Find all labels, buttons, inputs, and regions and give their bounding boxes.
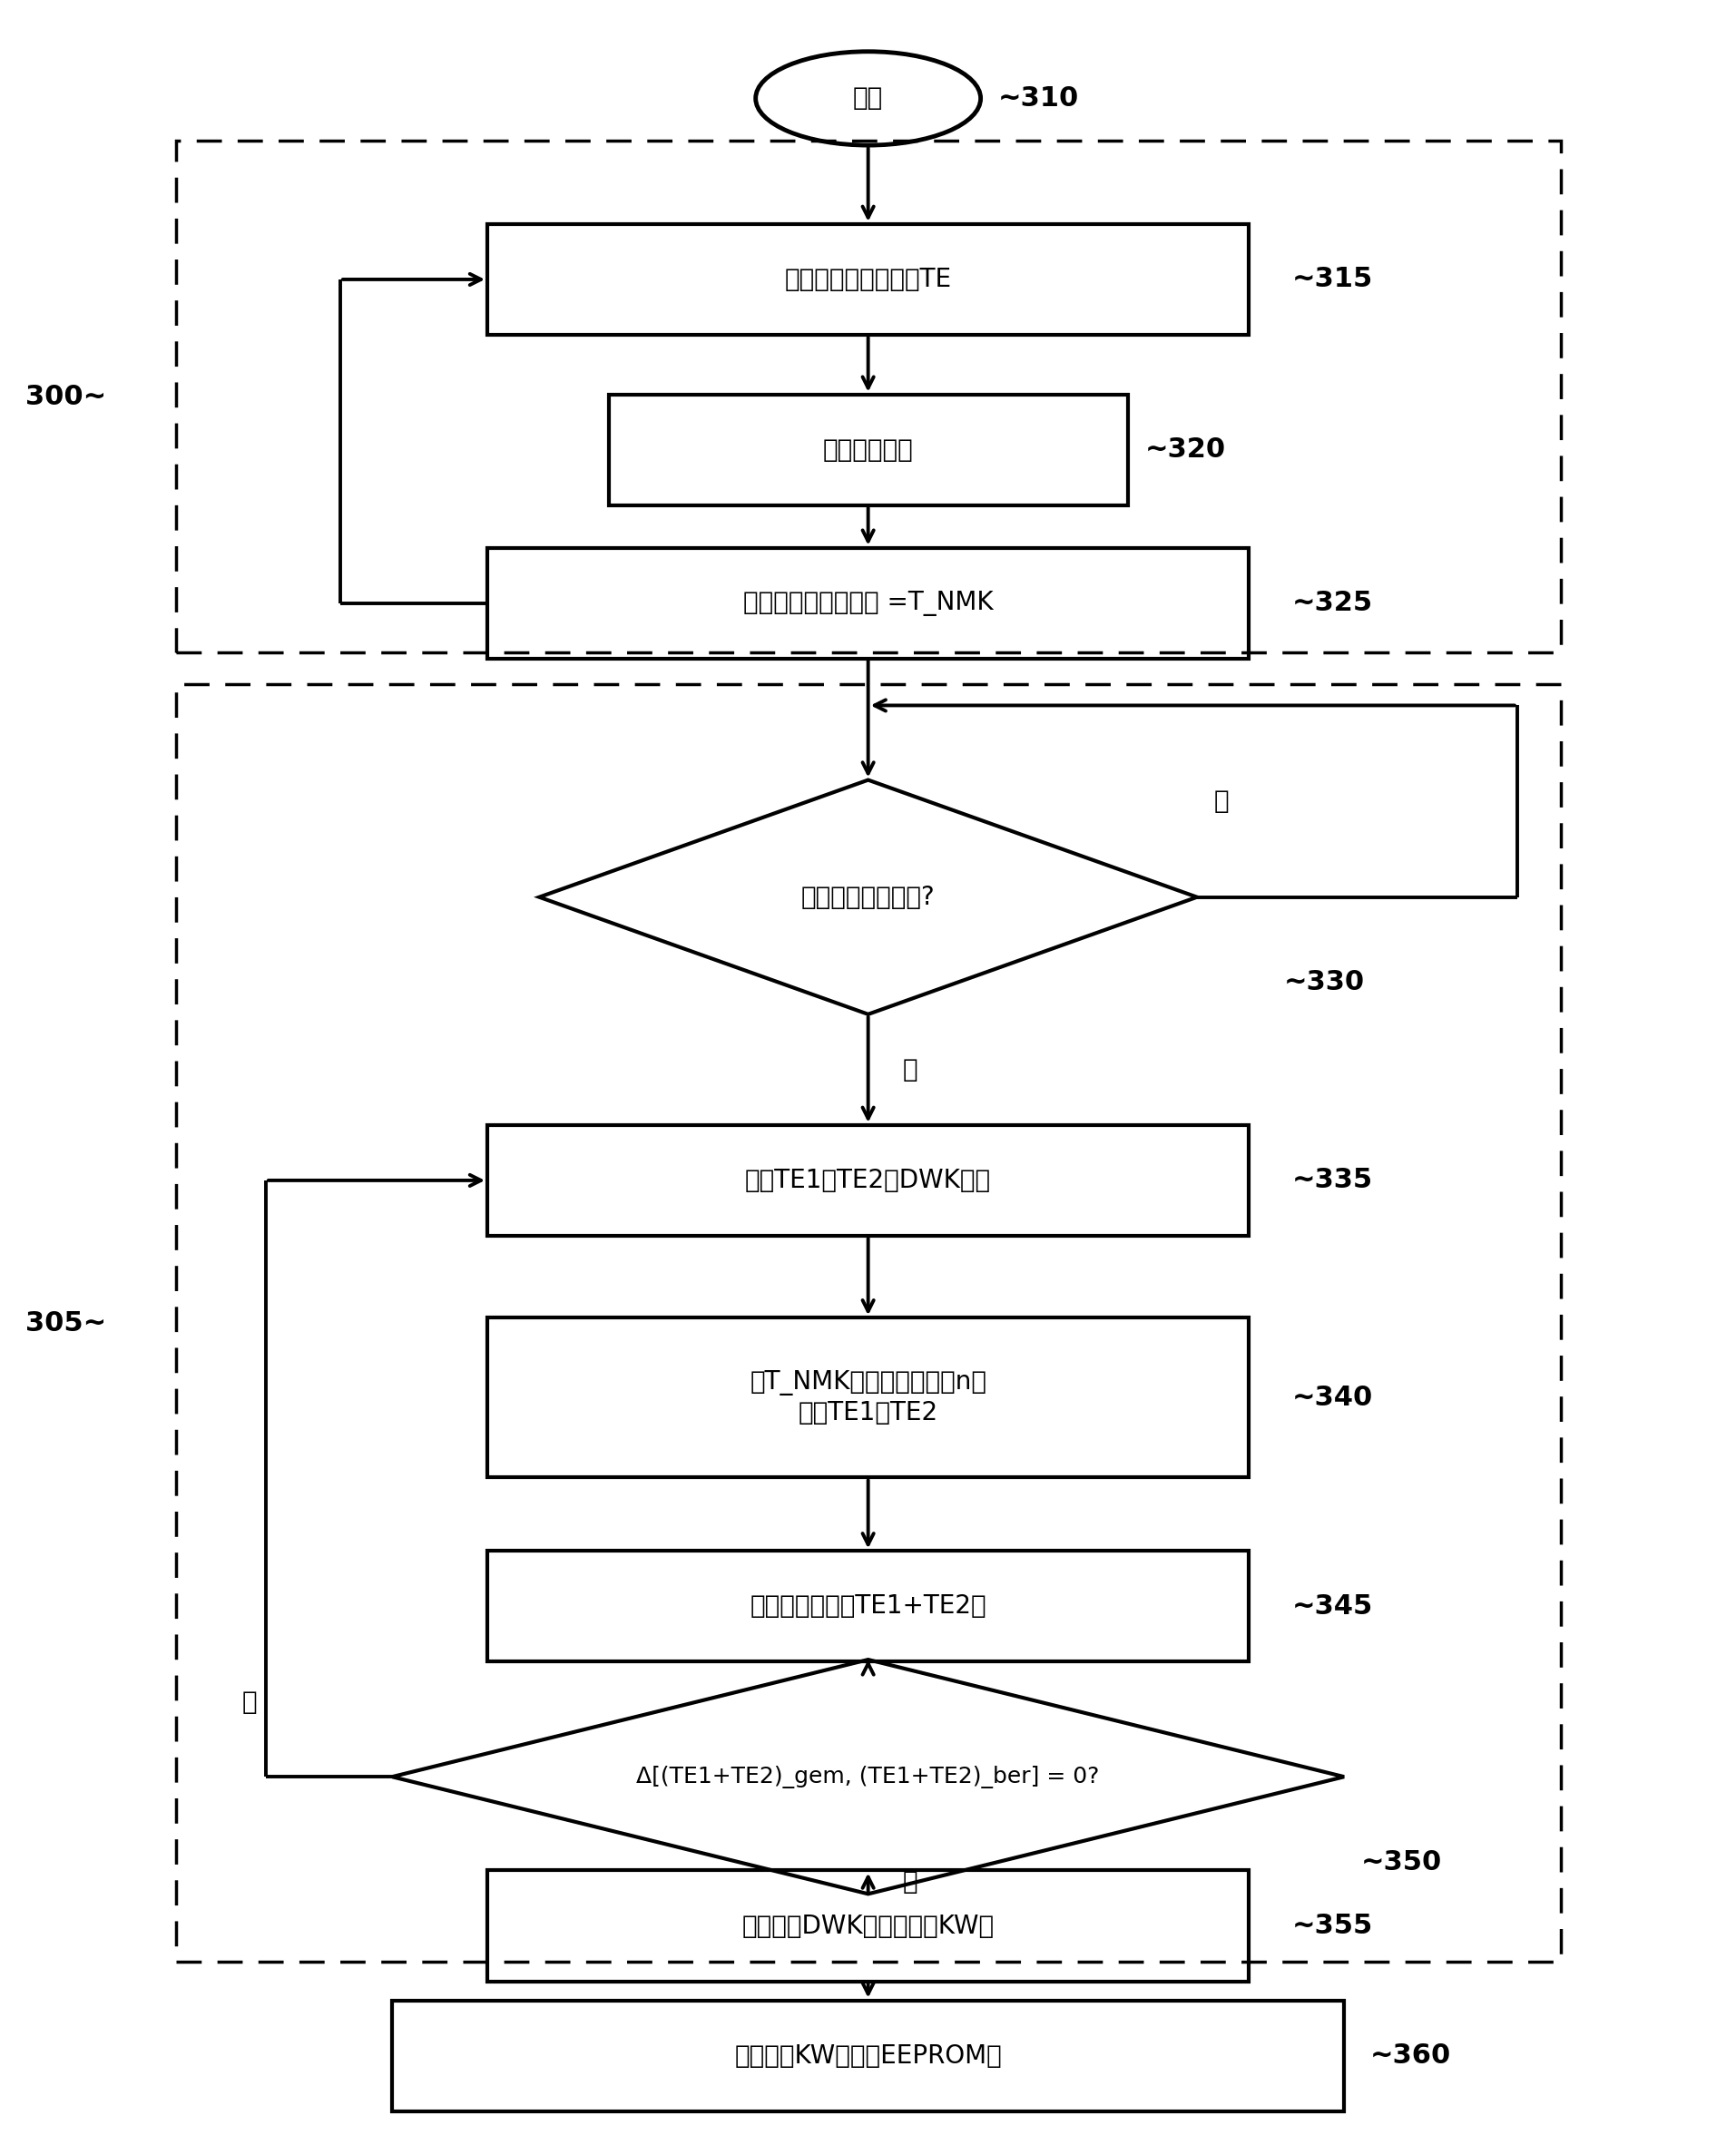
Text: 开始: 开始 xyxy=(852,85,884,111)
Text: ~315: ~315 xyxy=(1292,267,1373,292)
Text: 求得总嘴射量（TE1+TE2）: 求得总嘴射量（TE1+TE2） xyxy=(750,1593,986,1618)
Text: 最低触发持续时间： =T_NMK: 最低触发持续时间： =T_NMK xyxy=(743,591,993,615)
Text: Δ[(TE1+TE2)_gem, (TE1+TE2)_ber] = 0?: Δ[(TE1+TE2)_gem, (TE1+TE2)_ber] = 0? xyxy=(637,1766,1099,1789)
Text: 305~: 305~ xyxy=(26,1311,106,1337)
Text: ~310: ~310 xyxy=(998,85,1080,111)
Text: 是: 是 xyxy=(903,1057,918,1082)
Text: 否: 否 xyxy=(903,1870,918,1896)
Text: 否: 否 xyxy=(1213,788,1229,813)
Text: 用于TE1到TE2的DWK计算: 用于TE1到TE2的DWK计算 xyxy=(745,1168,991,1193)
Text: ~335: ~335 xyxy=(1292,1168,1373,1193)
Text: 内燃机的慣性滑行?: 内燃机的慣性滑行? xyxy=(800,884,936,910)
Text: ~330: ~330 xyxy=(1283,969,1364,995)
Text: 触发单个的测试嘴射TE: 触发单个的测试嘴射TE xyxy=(785,267,951,292)
Text: 300~: 300~ xyxy=(26,384,106,410)
Text: ~320: ~320 xyxy=(1146,438,1226,463)
Text: 计算用于DWK的校正值（KW）: 计算用于DWK的校正值（KW） xyxy=(741,1913,995,1939)
Text: 过滤零量校准: 过滤零量校准 xyxy=(823,438,913,463)
Text: ~345: ~345 xyxy=(1292,1593,1373,1620)
Text: 将当前的KW保存在EEPROM中: 将当前的KW保存在EEPROM中 xyxy=(734,2043,1002,2069)
Text: 以T_NMK在内燃机的气缸n上
触发TE1和TE2: 以T_NMK在内燃机的气缸n上 触发TE1和TE2 xyxy=(750,1371,986,1424)
Text: ~340: ~340 xyxy=(1292,1383,1373,1411)
Text: ~325: ~325 xyxy=(1292,589,1373,617)
Text: ~360: ~360 xyxy=(1370,2043,1451,2069)
Text: 是: 是 xyxy=(241,1689,257,1714)
Text: ~355: ~355 xyxy=(1292,1913,1373,1939)
Text: ~350: ~350 xyxy=(1361,1849,1443,1875)
